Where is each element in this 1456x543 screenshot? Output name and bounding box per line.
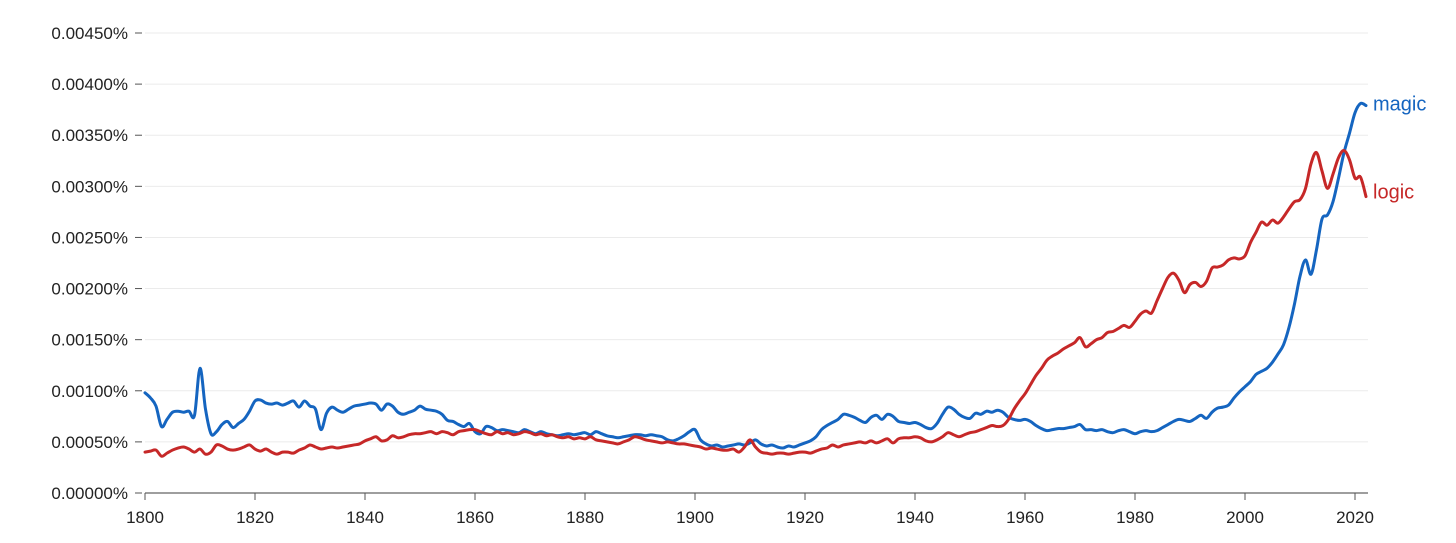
x-tick-label: 2020 [1336, 508, 1374, 527]
series-line-magic[interactable] [143, 101, 1368, 450]
y-tick-label: 0.00350% [51, 126, 128, 145]
x-tick-label: 1920 [786, 508, 824, 527]
x-tick-label: 1840 [346, 508, 384, 527]
y-tick-label: 0.00400% [51, 75, 128, 94]
gridlines [145, 32, 1368, 443]
series-line-logic[interactable] [143, 149, 1368, 458]
y-tick-label: 0.00300% [51, 177, 128, 196]
y-tick-label: 0.00450% [51, 24, 128, 43]
x-tick-label: 2000 [1226, 508, 1264, 527]
x-tick-label: 1800 [126, 508, 164, 527]
series-lines [143, 101, 1368, 458]
x-tick-label: 1980 [1116, 508, 1154, 527]
x-tick-label: 1900 [676, 508, 714, 527]
series-labels: magic logic [1373, 94, 1426, 204]
series-label-logic: logic [1373, 182, 1414, 204]
x-tick-label: 1820 [236, 508, 274, 527]
y-tick-label: 0.00200% [51, 280, 128, 299]
x-tick-label: 1960 [1006, 508, 1044, 527]
y-tick-label: 0.00150% [51, 331, 128, 350]
y-tick-label: 0.00250% [51, 228, 128, 247]
series-label-magic: magic [1373, 94, 1426, 116]
y-tick-label: 0.00000% [51, 484, 128, 503]
y-tick-label: 0.00100% [51, 382, 128, 401]
x-tick-label: 1940 [896, 508, 934, 527]
y-tick-label: 0.00050% [51, 433, 128, 452]
x-tick-label: 1880 [566, 508, 604, 527]
x-axis: 1800 1820 1840 1860 1880 1900 1920 1940 1960 1980… [126, 492, 1374, 527]
y-axis: 0.00000% 0.00050% 0.00100% 0.00150% 0.00200%… [51, 24, 142, 503]
x-tick-label: 1860 [456, 508, 494, 527]
